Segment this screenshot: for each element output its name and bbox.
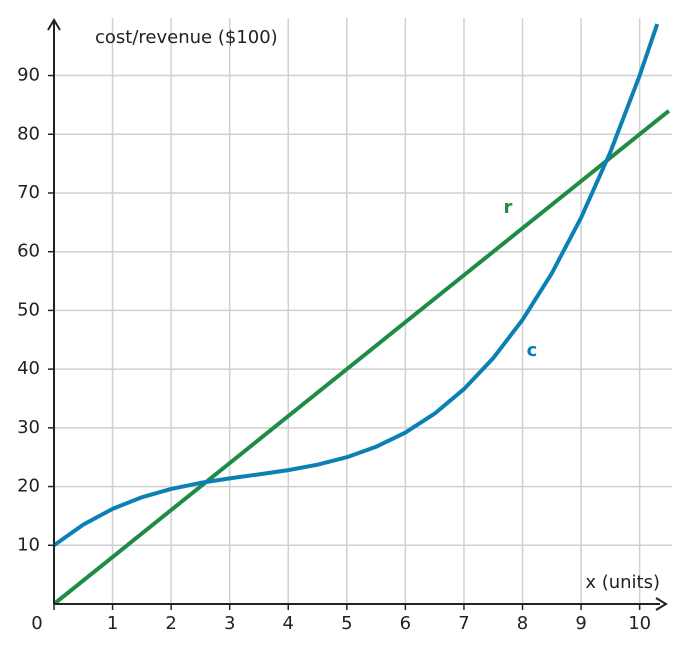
x-tick-label: 4: [283, 613, 294, 634]
y-axis-label: cost/revenue ($100): [95, 27, 278, 48]
x-tick-label: 7: [458, 613, 469, 634]
x-axis-label: x (units): [585, 572, 660, 593]
x-tick-label: 1: [107, 613, 118, 634]
y-tick-label: 30: [17, 417, 40, 438]
y-tick-label: 20: [17, 476, 40, 497]
x-tick-label: 5: [341, 613, 352, 634]
x-tick-label: 8: [517, 613, 528, 634]
plot-area: [54, 23, 671, 604]
y-tick-label: 80: [17, 123, 40, 144]
y-tick-label: 10: [17, 534, 40, 555]
series-label: r: [504, 197, 513, 218]
series-line: [54, 23, 660, 547]
series-line: [54, 109, 671, 604]
x-tick-label: 2: [165, 613, 176, 634]
y-tick-label: 40: [17, 358, 40, 379]
x-tick-label: 10: [628, 613, 651, 634]
x-tick-label: 9: [575, 613, 586, 634]
y-tick-label: 50: [17, 299, 40, 320]
x-tick-label: 6: [400, 613, 411, 634]
x-tick-label: 3: [224, 613, 235, 634]
grid: [54, 18, 672, 604]
series-label: c: [527, 340, 538, 361]
x-tick-label: 0: [31, 613, 42, 634]
y-tick-label: 60: [17, 241, 40, 262]
y-tick-label: 90: [17, 65, 40, 86]
y-tick-label: 70: [17, 182, 40, 203]
y-axis-arrow: [47, 18, 61, 31]
x-axis-arrow: [655, 597, 668, 611]
